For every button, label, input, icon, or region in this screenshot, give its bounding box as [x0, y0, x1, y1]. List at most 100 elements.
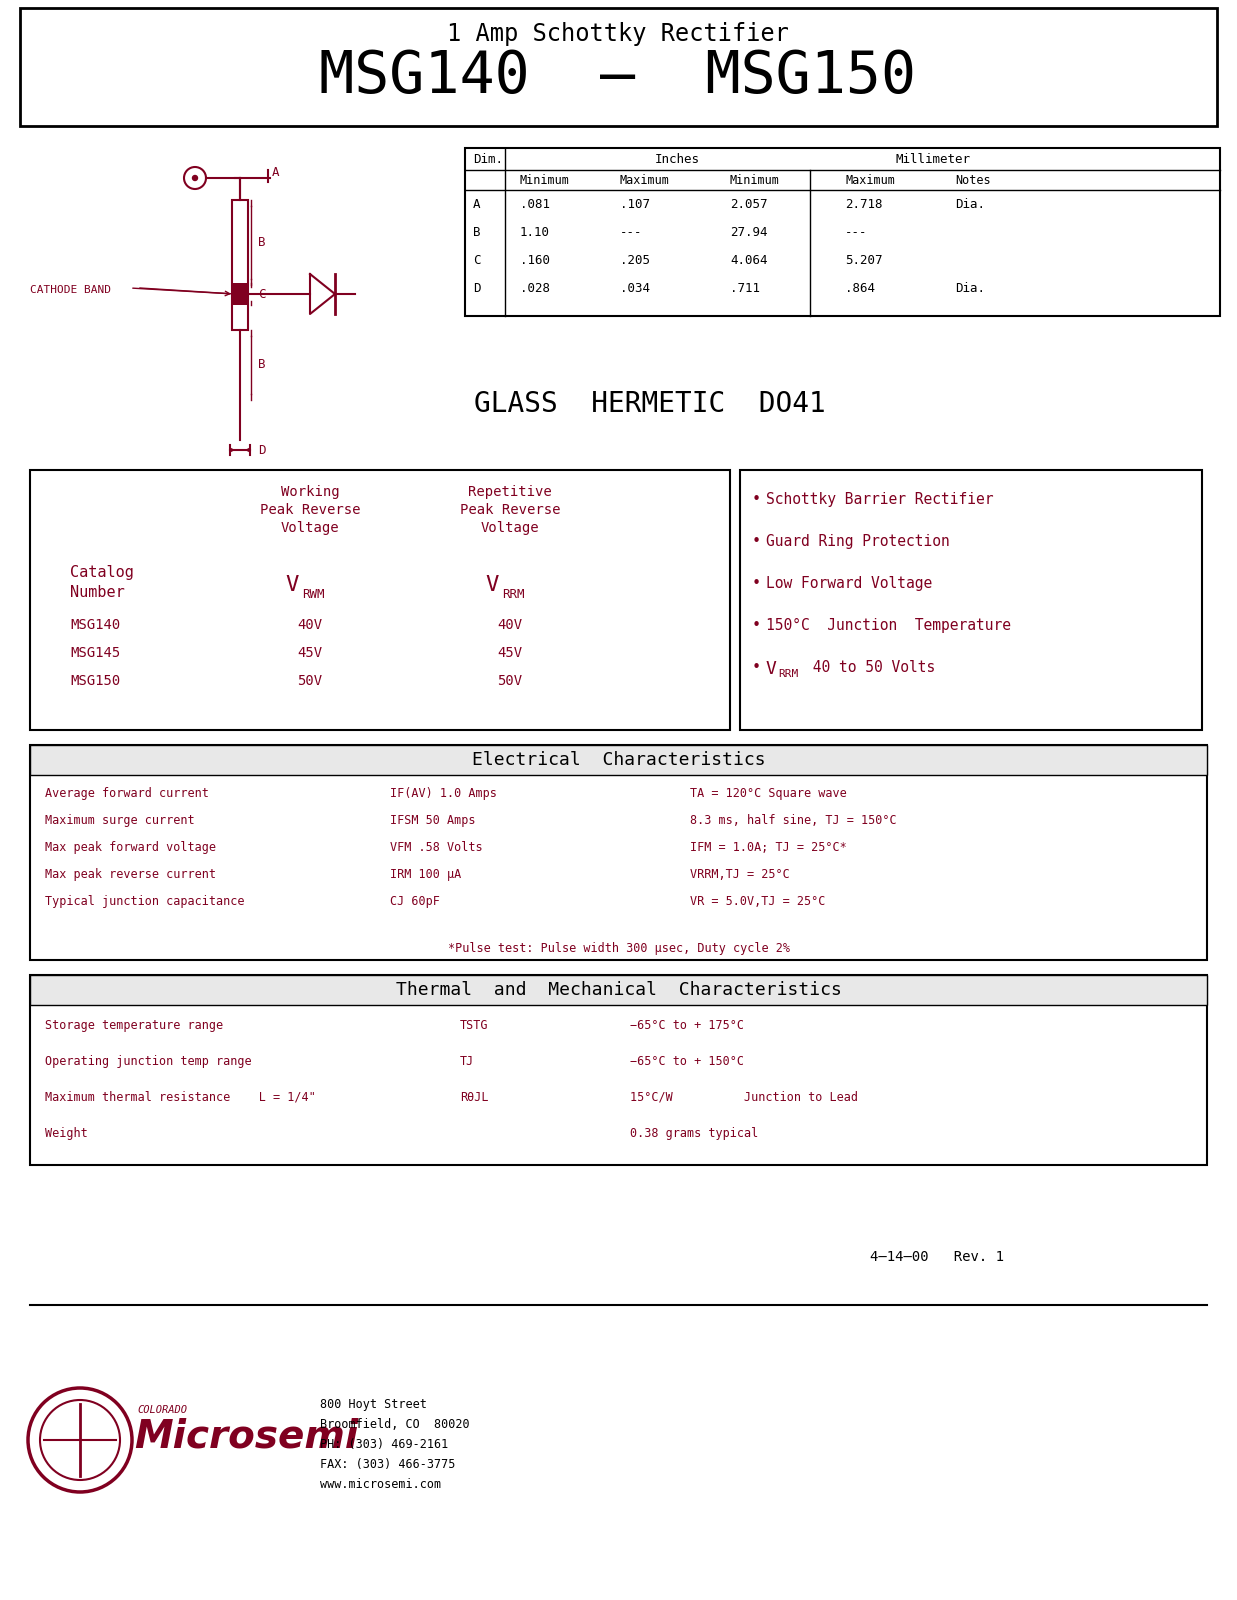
Text: Operating junction temp range: Operating junction temp range: [45, 1054, 251, 1069]
Text: 40 to 50 Volts: 40 to 50 Volts: [804, 659, 935, 675]
Text: Voltage: Voltage: [281, 522, 339, 534]
Text: .205: .205: [620, 254, 649, 267]
Text: *Pulse test: Pulse width 300 μsec, Duty cycle 2%: *Pulse test: Pulse width 300 μsec, Duty …: [448, 942, 789, 955]
Text: 45V: 45V: [497, 646, 522, 659]
Text: IFSM 50 Amps: IFSM 50 Amps: [390, 814, 475, 827]
Text: Notes: Notes: [955, 174, 991, 187]
Text: 27.94: 27.94: [730, 226, 767, 238]
Text: FAX: (303) 466-3775: FAX: (303) 466-3775: [320, 1458, 455, 1470]
Text: B: B: [259, 235, 266, 250]
Text: 45V: 45V: [297, 646, 323, 659]
Text: B: B: [259, 358, 266, 371]
Text: Peak Reverse: Peak Reverse: [260, 502, 360, 517]
Text: Weight: Weight: [45, 1126, 88, 1139]
Text: Max peak reverse current: Max peak reverse current: [45, 867, 216, 882]
Text: C: C: [473, 254, 480, 267]
Text: V: V: [766, 659, 777, 678]
Text: Guard Ring Protection: Guard Ring Protection: [766, 534, 950, 549]
Text: B: B: [473, 226, 480, 238]
Text: Max peak forward voltage: Max peak forward voltage: [45, 842, 216, 854]
Text: Millimeter: Millimeter: [896, 154, 970, 166]
Text: GLASS  HERMETIC  DO41: GLASS HERMETIC DO41: [474, 390, 826, 418]
Text: Typical junction capacitance: Typical junction capacitance: [45, 894, 245, 909]
Text: MSG145: MSG145: [71, 646, 120, 659]
Text: Catalog: Catalog: [71, 565, 134, 579]
Text: 4–14–00   Rev. 1: 4–14–00 Rev. 1: [870, 1250, 1004, 1264]
Text: Minimum: Minimum: [520, 174, 570, 187]
Text: Dia.: Dia.: [955, 282, 985, 294]
Text: MSG140: MSG140: [71, 618, 120, 632]
Text: .864: .864: [845, 282, 875, 294]
Text: Thermal  and  Mechanical  Characteristics: Thermal and Mechanical Characteristics: [396, 981, 841, 998]
Text: PH: (303) 469-2161: PH: (303) 469-2161: [320, 1438, 448, 1451]
Bar: [30, 746, 1207, 960]
Text: V: V: [485, 574, 499, 595]
Text: Microsemi: Microsemi: [134, 1418, 359, 1456]
Text: C: C: [259, 288, 266, 301]
Text: A: A: [473, 198, 480, 211]
Text: −65°C to + 175°C: −65°C to + 175°C: [630, 1019, 743, 1032]
Text: Peak Reverse: Peak Reverse: [460, 502, 560, 517]
Text: Maximum: Maximum: [620, 174, 670, 187]
Text: TA = 120°C Square wave: TA = 120°C Square wave: [690, 787, 847, 800]
Text: www.microsemi.com: www.microsemi.com: [320, 1478, 442, 1491]
Text: 2.057: 2.057: [730, 198, 767, 211]
Text: RWM: RWM: [302, 587, 324, 602]
Text: VR = 5.0V,TJ = 25°C: VR = 5.0V,TJ = 25°C: [690, 894, 825, 909]
Text: D: D: [259, 443, 266, 456]
Text: Dim.: Dim.: [473, 154, 503, 166]
Text: CJ 60pF: CJ 60pF: [390, 894, 440, 909]
Text: Average forward current: Average forward current: [45, 787, 209, 800]
Text: Storage temperature range: Storage temperature range: [45, 1019, 223, 1032]
Text: Maximum thermal resistance    L = 1/4": Maximum thermal resistance L = 1/4": [45, 1091, 315, 1104]
Bar: [233, 200, 247, 330]
Text: 8.3 ms, half sine, TJ = 150°C: 8.3 ms, half sine, TJ = 150°C: [690, 814, 897, 827]
Bar: [465, 149, 1220, 317]
Text: A: A: [272, 166, 280, 179]
Text: Number: Number: [71, 586, 125, 600]
Text: Working: Working: [281, 485, 339, 499]
Text: Schottky Barrier Rectifier: Schottky Barrier Rectifier: [766, 493, 993, 507]
Text: 1.10: 1.10: [520, 226, 550, 238]
Text: 4.064: 4.064: [730, 254, 767, 267]
Text: Maximum: Maximum: [845, 174, 894, 187]
Bar: [30, 746, 1207, 774]
Bar: [30, 470, 730, 730]
Text: Electrical  Characteristics: Electrical Characteristics: [471, 750, 766, 770]
Text: IF(AV) 1.0 Amps: IF(AV) 1.0 Amps: [390, 787, 497, 800]
Text: −65°C to + 150°C: −65°C to + 150°C: [630, 1054, 743, 1069]
Text: D: D: [473, 282, 480, 294]
Text: 0.38 grams typical: 0.38 grams typical: [630, 1126, 758, 1139]
Text: •: •: [752, 576, 761, 590]
Text: 40V: 40V: [297, 618, 323, 632]
Text: CATHODE BAND: CATHODE BAND: [30, 285, 111, 294]
Text: 50V: 50V: [297, 674, 323, 688]
Text: Low Forward Voltage: Low Forward Voltage: [766, 576, 933, 590]
Text: 150°C  Junction  Temperature: 150°C Junction Temperature: [766, 618, 1011, 634]
Text: 15°C/W          Junction to Lead: 15°C/W Junction to Lead: [630, 1091, 858, 1104]
Text: 800 Hoyt Street: 800 Hoyt Street: [320, 1398, 427, 1411]
Text: •: •: [752, 618, 761, 634]
Text: •: •: [752, 493, 761, 507]
Circle shape: [193, 176, 198, 181]
Text: Broomfield, CO  80020: Broomfield, CO 80020: [320, 1418, 470, 1430]
Text: 2.718: 2.718: [845, 198, 882, 211]
Text: RRM: RRM: [778, 669, 798, 678]
Bar: [30, 974, 1207, 1165]
Text: .711: .711: [730, 282, 760, 294]
Text: 50V: 50V: [497, 674, 522, 688]
Text: •: •: [752, 659, 761, 675]
Bar: [740, 470, 1202, 730]
Text: .028: .028: [520, 282, 550, 294]
Text: Dia.: Dia.: [955, 198, 985, 211]
Text: Minimum: Minimum: [730, 174, 779, 187]
Bar: [20, 8, 1217, 126]
Text: COLORADO: COLORADO: [137, 1405, 187, 1414]
Text: Inches: Inches: [656, 154, 700, 166]
Bar: [233, 283, 247, 306]
Text: .034: .034: [620, 282, 649, 294]
Text: .107: .107: [620, 198, 649, 211]
Text: IRM 100 μA: IRM 100 μA: [390, 867, 461, 882]
Text: V: V: [285, 574, 298, 595]
Text: ---: ---: [620, 226, 642, 238]
